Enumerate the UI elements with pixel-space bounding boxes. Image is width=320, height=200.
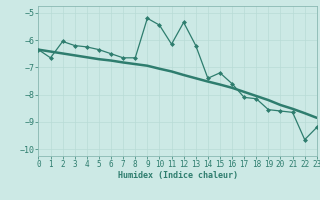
X-axis label: Humidex (Indice chaleur): Humidex (Indice chaleur) [118,171,238,180]
